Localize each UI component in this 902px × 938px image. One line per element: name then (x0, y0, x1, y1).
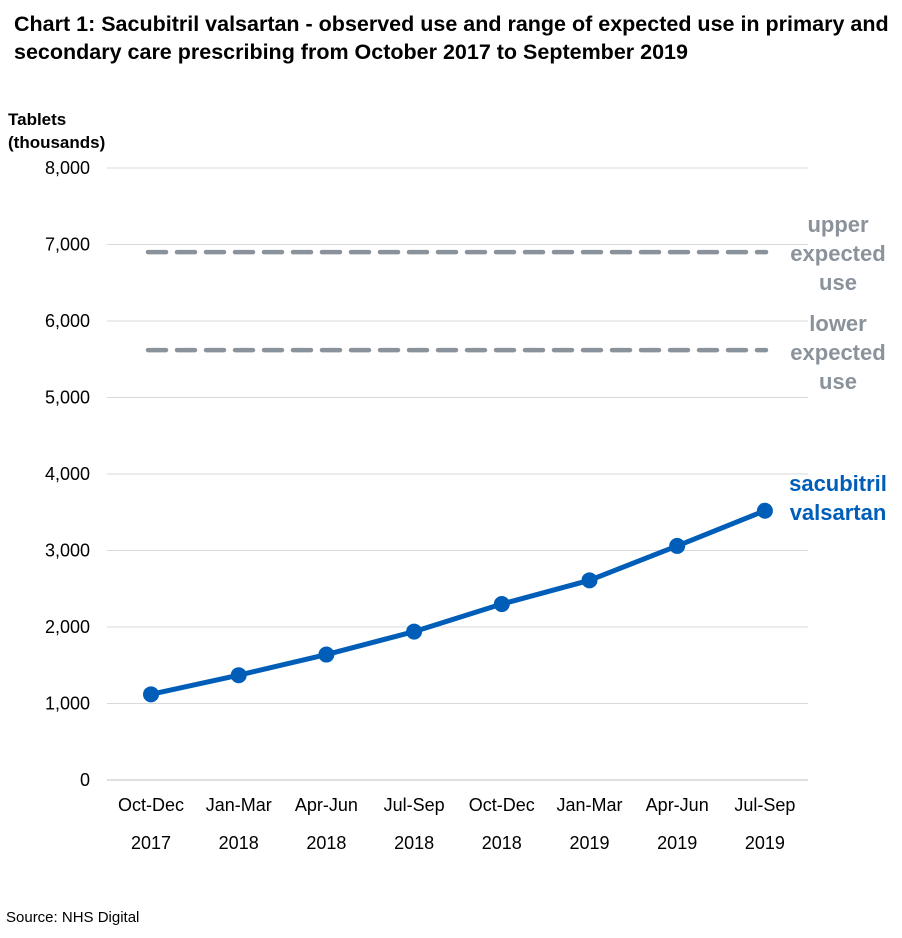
reference-label-upper: upper (807, 212, 869, 237)
chart-title: Chart 1: Sacubitril valsartan - observed… (14, 12, 889, 64)
x-tick-label-year: 2018 (219, 833, 259, 853)
reference-label-lower: expected (790, 340, 885, 365)
source-note: Source: NHS Digital (6, 909, 140, 926)
x-tick-label-year: 2019 (745, 833, 785, 853)
x-tick-label-year: 2019 (657, 833, 697, 853)
x-tick-label-period: Jul-Sep (384, 795, 445, 815)
x-tick-label-period: Oct-Dec (469, 795, 535, 815)
x-tick-label-period: Jul-Sep (734, 795, 795, 815)
series-line (148, 508, 768, 697)
data-point (756, 502, 773, 519)
data-point (669, 537, 686, 554)
y-tick-label: 3,000 (45, 541, 90, 561)
gridlines (107, 167, 808, 781)
y-tick-label: 4,000 (45, 464, 90, 484)
data-point (581, 572, 598, 589)
x-tick-label-year: 2017 (131, 833, 171, 853)
y-tick-label: 2,000 (45, 617, 90, 637)
y-axis-unit-label: Tablets (thousands) (8, 108, 105, 154)
data-point (406, 623, 423, 640)
y-tick-label: 0 (80, 770, 90, 790)
x-tick-label-period: Apr-Jun (646, 795, 709, 815)
series-group: sacubitril valsartan (143, 471, 887, 703)
series-label: valsartan (790, 500, 887, 525)
y-tick-label: 6,000 (45, 311, 90, 331)
y-tick-label: 8,000 (45, 158, 90, 178)
x-axis-ticks: Oct-Dec 2017 Jan-Mar 2018 Apr-Jun 2018 Jul-Sep… (118, 795, 795, 853)
data-point (230, 667, 247, 684)
y-axis-unit-line-2: (thousands) (8, 133, 106, 152)
y-tick-label: 1,000 (45, 694, 90, 714)
y-tick-label: 7,000 (45, 235, 90, 255)
series-label: sacubitril (789, 471, 887, 496)
y-axis-unit-line-1: Tablets (8, 110, 67, 129)
x-tick-label-year: 2018 (394, 833, 434, 853)
reference-label-upper: expected (790, 241, 885, 266)
x-tick-label-year: 2019 (569, 833, 609, 853)
data-point (143, 686, 159, 703)
reference-label-upper: use (819, 270, 857, 295)
x-tick-label-year: 2018 (482, 833, 522, 853)
data-point (493, 596, 510, 613)
reference-lines: upper expected use lower expected use (145, 212, 886, 394)
data-point (318, 646, 335, 663)
y-tick-label: 5,000 (45, 388, 90, 408)
x-tick-label-period: Oct-Dec (118, 795, 184, 815)
x-tick-label-period: Jan-Mar (206, 795, 272, 815)
y-axis-ticks: 0 1,000 2,000 3,000 4,000 5,000 6,000 7,000 8,00… (45, 158, 90, 790)
x-tick-label-period: Apr-Jun (295, 795, 358, 815)
reference-label-lower: lower (809, 311, 867, 336)
x-tick-label-period: Jan-Mar (556, 795, 622, 815)
x-tick-label-year: 2018 (306, 833, 346, 853)
reference-label-lower: use (819, 369, 857, 394)
